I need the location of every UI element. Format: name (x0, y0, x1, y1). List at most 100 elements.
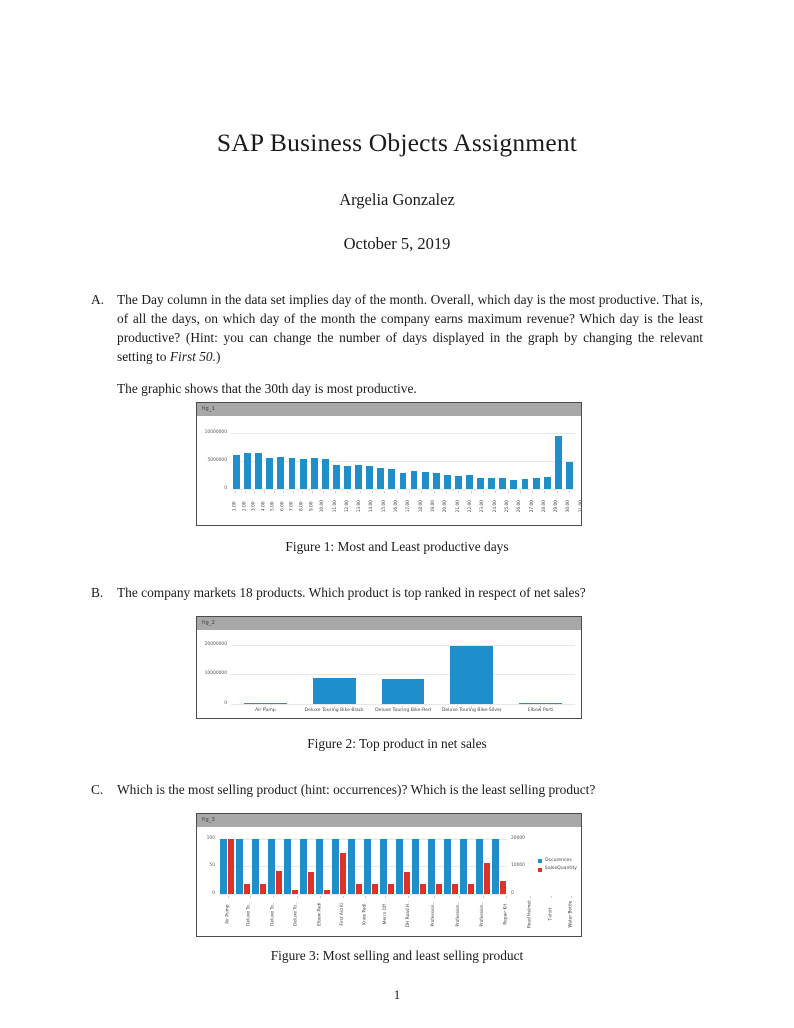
bar-cell[interactable] (369, 636, 438, 704)
bar[interactable] (312, 677, 356, 704)
bar-sales-quantity[interactable] (403, 871, 410, 894)
bar-cell[interactable] (242, 422, 253, 489)
bar-cell[interactable] (315, 833, 331, 894)
bar-cell[interactable] (283, 833, 299, 894)
bar-cell[interactable] (475, 422, 486, 489)
bar-sales-quantity[interactable] (371, 884, 378, 894)
bar[interactable] (244, 703, 287, 704)
bar-cell[interactable] (497, 422, 508, 489)
bar[interactable] (432, 472, 440, 489)
bar[interactable] (377, 468, 385, 489)
bar-occurences[interactable] (268, 839, 275, 894)
bar-cell[interactable] (342, 422, 353, 489)
bar[interactable] (299, 459, 307, 489)
bar-cell[interactable] (397, 422, 408, 489)
bar-sales-quantity[interactable] (275, 870, 282, 894)
bar-cell[interactable] (553, 422, 564, 489)
legend-item[interactable]: SalesQuantity (537, 867, 577, 872)
bar-sales-quantity[interactable] (451, 884, 458, 894)
bar-occurences[interactable] (460, 839, 467, 894)
bar[interactable] (381, 678, 425, 704)
bar-cell[interactable] (519, 422, 530, 489)
bar[interactable] (332, 465, 340, 489)
bar-sales-quantity[interactable] (323, 889, 330, 894)
bar-sales-quantity[interactable] (435, 884, 442, 894)
bar-sales-quantity[interactable] (259, 883, 266, 894)
bar-occurences[interactable] (380, 839, 387, 894)
bar-sales-quantity[interactable] (291, 889, 298, 894)
bar-sales-quantity[interactable] (307, 872, 314, 894)
bar-cell[interactable] (331, 422, 342, 489)
bar-cell[interactable] (427, 833, 443, 894)
bar[interactable] (310, 457, 318, 489)
bar-cell[interactable] (420, 422, 431, 489)
bar-cell[interactable] (409, 422, 420, 489)
bar-sales-quantity[interactable] (419, 884, 426, 894)
bar-cell[interactable] (298, 422, 309, 489)
bar-occurences[interactable] (220, 839, 227, 894)
bar-cell[interactable] (411, 833, 427, 894)
bar-cell[interactable] (231, 422, 242, 489)
bar-cell[interactable] (443, 833, 459, 894)
bar-sales-quantity[interactable] (339, 853, 346, 894)
bar-cell[interactable] (395, 833, 411, 894)
figure-1-chart[interactable]: fig_1 0 5000000 10000000 1.00 2.00 3.00 4.00 5.… (196, 402, 582, 526)
bar[interactable] (466, 475, 473, 489)
bar-cell[interactable] (437, 636, 506, 704)
bar-sales-quantity[interactable] (467, 883, 474, 894)
bar-cell[interactable] (267, 833, 283, 894)
figure-2-chart[interactable]: fig_2 0 10000000 20000000 Air Pump Deluxe To… (196, 616, 582, 719)
bar-occurences[interactable] (396, 839, 403, 894)
bar-cell[interactable] (531, 422, 542, 489)
bar-occurences[interactable] (476, 839, 483, 894)
bar[interactable] (532, 478, 540, 489)
bar-sales-quantity[interactable] (227, 839, 234, 894)
bar-cell[interactable] (459, 833, 475, 894)
bar-sales-quantity[interactable] (243, 884, 250, 894)
bar-cell[interactable] (251, 833, 267, 894)
bar[interactable] (543, 477, 551, 489)
bar-cell[interactable] (364, 422, 375, 489)
bar-cell[interactable] (475, 833, 491, 894)
bar-occurences[interactable] (364, 839, 371, 894)
bar[interactable] (443, 474, 451, 489)
bar-cell[interactable] (386, 422, 397, 489)
bar-occurences[interactable] (300, 839, 307, 894)
bar-cell[interactable] (320, 422, 331, 489)
bar-sales-quantity[interactable] (483, 862, 490, 894)
bar-cell[interactable] (347, 833, 363, 894)
bar[interactable] (366, 466, 374, 489)
bar[interactable] (450, 646, 494, 704)
bar-cell[interactable] (264, 422, 275, 489)
bar-cell[interactable] (564, 422, 575, 489)
bar-cell[interactable] (286, 422, 297, 489)
bar[interactable] (519, 703, 562, 704)
bar-cell[interactable] (331, 833, 347, 894)
bar[interactable] (321, 458, 329, 489)
bar[interactable] (233, 454, 240, 489)
bar[interactable] (355, 464, 363, 489)
bar[interactable] (410, 470, 418, 489)
bar[interactable] (388, 468, 396, 489)
bar-cell[interactable] (231, 636, 300, 704)
bar-occurences[interactable] (284, 839, 291, 894)
bar[interactable] (477, 477, 485, 489)
bar-cell[interactable] (299, 833, 315, 894)
bar-cell[interactable] (506, 636, 575, 704)
bar-occurences[interactable] (348, 839, 355, 894)
bar-sales-quantity[interactable] (387, 884, 394, 894)
bar-cell[interactable] (431, 422, 442, 489)
bar-cell[interactable] (464, 422, 475, 489)
bar-occurences[interactable] (316, 839, 323, 894)
bar[interactable] (288, 457, 296, 489)
bar-cell[interactable] (442, 422, 453, 489)
bar[interactable] (521, 479, 529, 489)
bar[interactable] (244, 453, 252, 489)
bar-occurences[interactable] (428, 839, 435, 894)
bar-cell[interactable] (508, 422, 519, 489)
bar[interactable] (488, 477, 496, 489)
bar-cell[interactable] (253, 422, 264, 489)
bar-cell[interactable] (353, 422, 364, 489)
bar-sales-quantity[interactable] (355, 883, 362, 894)
bar[interactable] (454, 475, 462, 489)
